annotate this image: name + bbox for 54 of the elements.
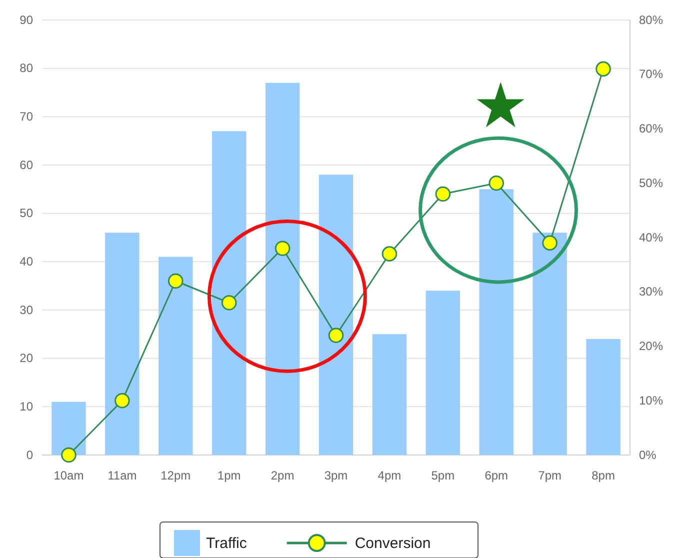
- legend-label: Conversion: [354, 535, 431, 552]
- bar: [265, 82, 300, 455]
- bar: [158, 256, 193, 455]
- y-tick-label: 80: [20, 61, 34, 76]
- point: [114, 392, 130, 408]
- y2-tick-label: 30%: [639, 284, 664, 299]
- bar: [532, 232, 567, 455]
- y2-tick-label: 50%: [639, 176, 664, 190]
- point: [168, 273, 184, 289]
- point: [488, 175, 504, 191]
- y-tick-label: 40: [20, 254, 34, 269]
- x-tick-label: 8pm: [592, 468, 615, 483]
- y-tick-label: 0: [26, 448, 34, 462]
- y2-tick-label: 70%: [639, 67, 664, 82]
- bar: [318, 174, 354, 455]
- bar: [586, 339, 620, 455]
- x-tick-label: 5pm: [431, 468, 455, 483]
- x-tick-label: 4pm: [378, 468, 402, 483]
- y-tick-label: 30: [20, 302, 34, 317]
- x-tick-label: 11am: [108, 468, 137, 483]
- x-tick-label: 6pm: [484, 468, 508, 483]
- bar: [52, 402, 86, 455]
- y2-tick-label: 40%: [639, 230, 664, 244]
- y-tick-label: 20: [20, 351, 34, 366]
- point: [274, 240, 290, 256]
- x-tick-label: 7pm: [538, 468, 562, 483]
- point: [542, 235, 558, 251]
- y-tick-label: 50: [20, 206, 34, 220]
- point: [596, 61, 611, 77]
- x-tick-label: 1pm: [217, 468, 241, 483]
- legend-label: Traffic: [206, 535, 248, 552]
- point: [61, 447, 76, 463]
- x-tick-label: 2pm: [270, 468, 294, 483]
- y2-tick-label: 80%: [639, 12, 664, 27]
- point: [221, 295, 237, 310]
- y2-tick-label: 60%: [639, 122, 664, 136]
- y-tick-label: 90: [20, 12, 34, 27]
- bar: [105, 232, 140, 455]
- bar: [212, 131, 246, 455]
- y-tick-label: 70: [20, 110, 34, 124]
- bar: [426, 290, 460, 455]
- x-tick-label: 10am: [54, 468, 84, 483]
- point: [435, 186, 451, 202]
- y-tick-label: 10: [20, 400, 34, 414]
- bar: [372, 334, 407, 455]
- y-tick-label: 60: [20, 158, 34, 172]
- point: [382, 246, 398, 262]
- x-tick-label: 3pm: [324, 468, 348, 483]
- y2-tick-label: 0%: [639, 448, 657, 462]
- bar: [479, 189, 514, 455]
- y2-tick-label: 20%: [639, 339, 664, 354]
- point: [328, 328, 344, 344]
- y2-tick-label: 10%: [639, 393, 664, 408]
- x-tick-label: 12pm: [160, 468, 191, 483]
